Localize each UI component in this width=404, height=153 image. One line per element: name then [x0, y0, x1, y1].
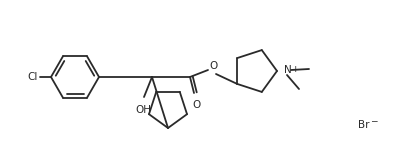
- Text: OH: OH: [135, 105, 151, 115]
- Text: N: N: [284, 65, 292, 75]
- Text: O: O: [209, 61, 217, 71]
- Text: Cl: Cl: [27, 72, 38, 82]
- Text: O: O: [192, 100, 200, 110]
- Text: +: +: [291, 65, 299, 74]
- Text: −: −: [370, 116, 377, 125]
- Text: Br: Br: [358, 120, 370, 130]
